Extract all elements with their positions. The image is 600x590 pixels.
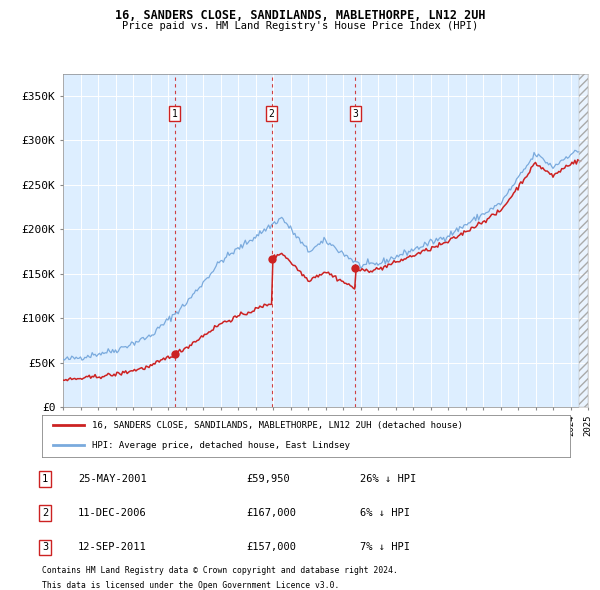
Text: 16, SANDERS CLOSE, SANDILANDS, MABLETHORPE, LN12 2UH (detached house): 16, SANDERS CLOSE, SANDILANDS, MABLETHOR… — [92, 421, 463, 430]
Text: 12-SEP-2011: 12-SEP-2011 — [78, 542, 147, 552]
Text: 25-MAY-2001: 25-MAY-2001 — [78, 474, 147, 484]
Text: £59,950: £59,950 — [246, 474, 290, 484]
Text: This data is licensed under the Open Government Licence v3.0.: This data is licensed under the Open Gov… — [42, 581, 340, 589]
Text: 16, SANDERS CLOSE, SANDILANDS, MABLETHORPE, LN12 2UH: 16, SANDERS CLOSE, SANDILANDS, MABLETHOR… — [115, 9, 485, 22]
Text: 3: 3 — [352, 109, 358, 119]
Text: Contains HM Land Registry data © Crown copyright and database right 2024.: Contains HM Land Registry data © Crown c… — [42, 566, 398, 575]
Text: £167,000: £167,000 — [246, 508, 296, 518]
Text: 26% ↓ HPI: 26% ↓ HPI — [360, 474, 416, 484]
Text: 3: 3 — [42, 542, 48, 552]
Text: HPI: Average price, detached house, East Lindsey: HPI: Average price, detached house, East… — [92, 441, 350, 450]
Text: 1: 1 — [42, 474, 48, 484]
Text: 2: 2 — [269, 109, 274, 119]
Text: 6% ↓ HPI: 6% ↓ HPI — [360, 508, 410, 518]
Text: 1: 1 — [172, 109, 178, 119]
Text: 11-DEC-2006: 11-DEC-2006 — [78, 508, 147, 518]
Text: 7% ↓ HPI: 7% ↓ HPI — [360, 542, 410, 552]
Text: Price paid vs. HM Land Registry's House Price Index (HPI): Price paid vs. HM Land Registry's House … — [122, 21, 478, 31]
Text: 2: 2 — [42, 508, 48, 518]
Text: £157,000: £157,000 — [246, 542, 296, 552]
